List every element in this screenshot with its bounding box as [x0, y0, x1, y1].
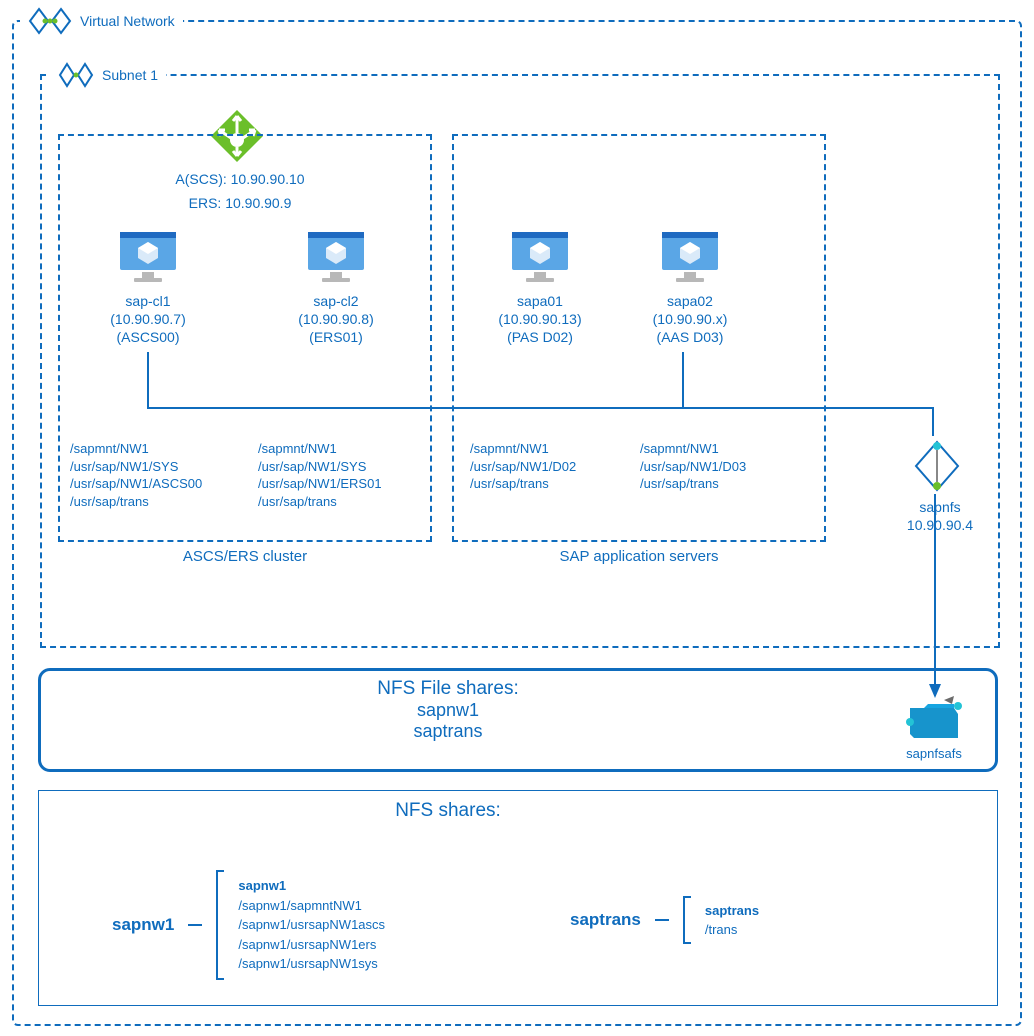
storage-folder: [904, 694, 964, 745]
share-saptrans: saptrans saptrans /trans: [570, 896, 759, 944]
monitor-icon: [304, 228, 368, 286]
vm-sapa02: [650, 228, 730, 289]
vnet-label: Virtual Network: [80, 13, 175, 29]
vm-name: sapa02: [630, 292, 750, 310]
subnet-icon: [58, 62, 94, 88]
vm-sapa01-label: sapa01 (10.90.90.13) (PAS D02): [480, 292, 600, 347]
vm-ip: (10.90.90.13): [480, 310, 600, 328]
vm-role: (AAS D03): [630, 328, 750, 346]
vm-role: (ERS01): [276, 328, 396, 346]
vm-name: sap-cl1: [88, 292, 208, 310]
vnet-header: Virtual Network: [20, 6, 183, 36]
sapnfs-node: [910, 436, 964, 499]
folder-icon: [904, 694, 964, 742]
nfs-fileshares-title: NFS File shares:: [38, 678, 858, 700]
vm-ip: (10.90.90.7): [88, 310, 208, 328]
nfs-share-item: saptrans: [38, 721, 858, 742]
vm-name: sap-cl2: [276, 292, 396, 310]
monitor-icon: [508, 228, 572, 286]
paths-sap-cl1: /sapmnt/NW1 /usr/sap/NW1/SYS /usr/sap/NW…: [70, 440, 240, 510]
share-header: sapnw1: [238, 876, 385, 896]
share-header: saptrans: [705, 901, 759, 921]
vm-ip: (10.90.90.8): [276, 310, 396, 328]
vm-name: sapa01: [480, 292, 600, 310]
nfs-fileshares-content: NFS File shares: sapnw1 saptrans: [38, 678, 858, 742]
vm-sap-cl1: [108, 228, 188, 289]
share-name: sapnw1: [112, 915, 174, 935]
subnet-header: Subnet 1: [50, 62, 166, 88]
vm-role: (PAS D02): [480, 328, 600, 346]
nfs-share-item: sapnw1: [38, 700, 858, 721]
app-cluster-title: SAP application servers: [452, 548, 826, 565]
vm-sapa01: [500, 228, 580, 289]
share-name: saptrans: [570, 910, 641, 930]
vm-ip: (10.90.90.x): [630, 310, 750, 328]
storage-label: sapnfsafs: [894, 746, 974, 763]
nfs-shares-title: NFS shares:: [38, 800, 858, 822]
ascs-cluster-title: ASCS/ERS cluster: [58, 548, 432, 565]
subnet-label: Subnet 1: [102, 67, 158, 83]
monitor-icon: [116, 228, 180, 286]
paths-sap-cl2: /sapmnt/NW1 /usr/sap/NW1/SYS /usr/sap/NW…: [258, 440, 428, 510]
vm-sap-cl1-label: sap-cl1 (10.90.90.7) (ASCS00): [88, 292, 208, 347]
paths-sapa01: /sapmnt/NW1 /usr/sap/NW1/D02 /usr/sap/tr…: [470, 440, 640, 493]
vm-sapa02-label: sapa02 (10.90.90.x) (AAS D03): [630, 292, 750, 347]
vm-sap-cl2: [296, 228, 376, 289]
share-sapnw1: sapnw1 sapnw1 /sapnw1/sapmntNW1 /sapnw1/…: [112, 870, 385, 980]
sapnfs-icon: [912, 438, 962, 494]
vnet-icon: [28, 6, 72, 36]
monitor-icon: [658, 228, 722, 286]
paths-sapa02: /sapmnt/NW1 /usr/sap/NW1/D03 /usr/sap/tr…: [640, 440, 810, 493]
vm-sap-cl2-label: sap-cl2 (10.90.90.8) (ERS01): [276, 292, 396, 347]
sapnfs-label: sapnfs 10.90.90.4: [900, 498, 980, 534]
vm-role: (ASCS00): [88, 328, 208, 346]
